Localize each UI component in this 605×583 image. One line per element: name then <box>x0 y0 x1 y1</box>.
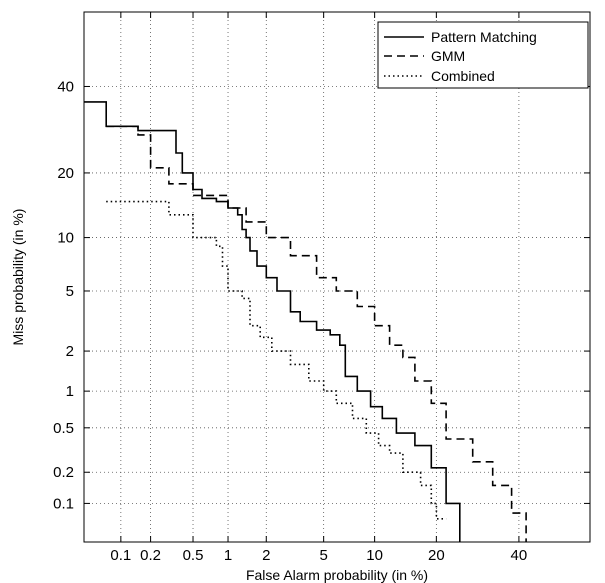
y-tick-label: 5 <box>66 283 74 300</box>
x-tick-label: 0.5 <box>183 547 204 564</box>
x-tick-label: 5 <box>319 547 327 564</box>
y-tick-label: 2 <box>66 343 74 360</box>
plot-frame <box>83 11 591 543</box>
y-tick-label: 10 <box>57 230 74 247</box>
y-tick-label: 40 <box>57 78 74 95</box>
legend-label-pattern-matching: Pattern Matching <box>431 29 537 45</box>
legend: Pattern Matching GMM Combined <box>377 21 589 89</box>
x-tick-label: 10 <box>366 547 383 564</box>
x-tick-label: 20 <box>428 547 445 564</box>
y-axis-label: Miss probability (in %) <box>10 209 26 346</box>
x-tick-label: 1 <box>224 547 232 564</box>
series-line-combined <box>106 200 447 520</box>
legend-label-combined: Combined <box>431 68 495 84</box>
tick-labels: 0.1 0.2 0.5 1 2 5 10 20 40 0.1 0.2 0.5 1 2 5 10 20 40 <box>53 12 590 564</box>
x-tick-label: 0.2 <box>140 547 161 564</box>
legend-label-gmm: GMM <box>431 48 465 64</box>
y-tick-label: 0.5 <box>53 420 74 437</box>
legend-box <box>377 21 589 89</box>
x-tick-label: 40 <box>511 547 528 564</box>
y-tick-label: 20 <box>57 165 74 182</box>
series-line-pattern-matching <box>84 101 461 542</box>
y-tick-label: 1 <box>66 383 74 400</box>
x-tick-label: 2 <box>262 547 270 564</box>
x-axis-label: False Alarm probability (in %) <box>246 567 428 583</box>
y-tick-label: 0.2 <box>53 464 74 481</box>
x-tick-label: 0.1 <box>110 547 131 564</box>
y-tick-label: 0.1 <box>53 495 74 512</box>
series-line-gmm <box>106 125 527 542</box>
series-layer <box>84 101 527 542</box>
